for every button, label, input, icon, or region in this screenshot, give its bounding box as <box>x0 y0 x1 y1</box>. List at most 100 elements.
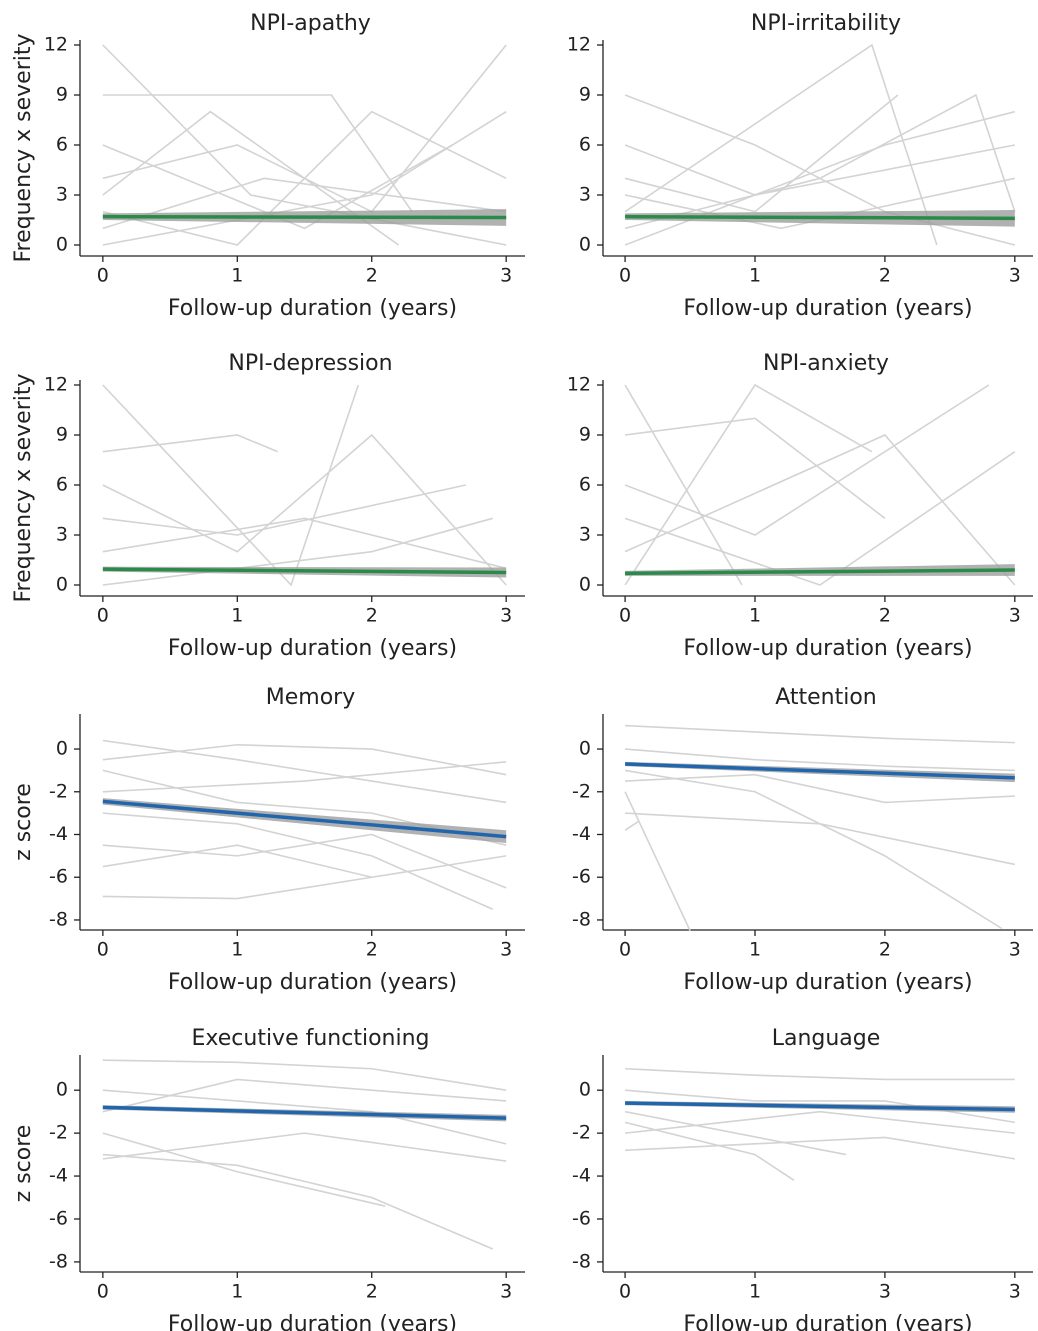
trend-line <box>625 214 1015 221</box>
trend-line <box>625 762 1015 780</box>
x-tick-label: 0 <box>97 939 109 961</box>
y-tick-label: 0 <box>56 1079 68 1101</box>
trend-line <box>102 214 507 220</box>
x-tick-label: 2 <box>879 605 891 627</box>
individual-line <box>625 748 1015 772</box>
y-tick-label: -8 <box>572 1250 591 1272</box>
x-tick-label: 3 <box>500 939 512 961</box>
y-axis-label: z score <box>11 783 36 861</box>
individual-line <box>625 1067 1015 1081</box>
individual-line <box>625 1089 1015 1124</box>
x-tick-label: 0 <box>97 1281 109 1303</box>
individual-line <box>625 1136 1015 1160</box>
x-axis-label: Follow-up duration (years) <box>168 970 457 995</box>
y-tick-label: 0 <box>579 574 591 596</box>
individual-line <box>102 833 507 889</box>
individual-line <box>625 812 1015 866</box>
trend-line <box>625 568 1015 576</box>
x-tick-label: 2 <box>366 605 378 627</box>
individual-line <box>624 434 1016 586</box>
y-tick-label: 6 <box>56 474 68 496</box>
panel-title: Attention <box>775 685 877 710</box>
individual-line <box>624 791 691 931</box>
x-axis-label: Follow-up duration (years) <box>168 296 457 321</box>
individual-line <box>102 44 507 213</box>
y-tick-label: 9 <box>579 84 591 106</box>
y-tick-label: 9 <box>56 84 68 106</box>
y-tick-label: -4 <box>572 823 591 845</box>
individual-line <box>624 384 990 536</box>
individual-line <box>102 743 507 776</box>
x-tick-label: 3 <box>500 265 512 287</box>
individual-line <box>625 724 1015 744</box>
x-tick-label: 3 <box>1009 1281 1021 1303</box>
y-tick-label: 0 <box>579 1079 591 1101</box>
individual-line <box>102 517 507 570</box>
individual-line <box>102 812 494 911</box>
individual-line <box>102 761 507 793</box>
trend-line <box>102 1105 507 1120</box>
x-tick-label: 1 <box>231 1281 243 1303</box>
individual-line <box>624 94 899 213</box>
individual-line <box>102 1078 507 1113</box>
panel-title: Language <box>772 1026 881 1051</box>
y-axis-label: z score <box>11 1125 36 1203</box>
y-tick-label: -4 <box>572 1165 591 1187</box>
x-axis-label: Follow-up duration (years) <box>683 636 972 661</box>
y-tick-label: -6 <box>49 1207 68 1229</box>
individual-line <box>625 773 1015 804</box>
x-tick-label: 3 <box>500 1281 512 1303</box>
x-axis-label: Follow-up duration (years) <box>683 296 972 321</box>
x-tick-label: 0 <box>619 605 631 627</box>
y-tick-label: 6 <box>56 134 68 156</box>
trend-line <box>625 1101 1015 1112</box>
x-tick-label: 2 <box>879 265 891 287</box>
x-axis-label: Follow-up duration (years) <box>168 1312 457 1331</box>
x-tick-label: 1 <box>231 265 243 287</box>
panel-title: NPI-depression <box>228 351 392 376</box>
y-tick-label: 12 <box>44 34 68 56</box>
y-tick-label: 9 <box>579 424 591 446</box>
y-tick-label: 0 <box>56 574 68 596</box>
individual-line <box>102 1132 386 1207</box>
x-tick-label: 0 <box>97 605 109 627</box>
y-tick-label: -2 <box>49 1122 68 1144</box>
x-tick-label: 1 <box>231 605 243 627</box>
x-axis-label: Follow-up duration (years) <box>683 970 972 995</box>
y-tick-label: 3 <box>579 524 591 546</box>
x-tick-label: 0 <box>619 1281 631 1303</box>
individual-line <box>624 110 1016 246</box>
x-tick-label: 0 <box>97 265 109 287</box>
individual-line <box>102 1059 507 1091</box>
individual-line <box>102 1153 494 1250</box>
y-tick-label: -2 <box>572 1122 591 1144</box>
x-tick-label: 3 <box>1009 605 1021 627</box>
x-tick-label: 3 <box>1009 265 1021 287</box>
x-axis-label: Follow-up duration (years) <box>168 636 457 661</box>
x-tick-label: 2 <box>366 1281 378 1303</box>
x-tick-label: 1 <box>749 605 761 627</box>
individual-line <box>102 434 278 453</box>
panel-title: NPI-apathy <box>250 11 371 36</box>
x-tick-label: 2 <box>366 939 378 961</box>
y-tick-label: 12 <box>44 374 68 396</box>
panel-title: NPI-irritability <box>751 11 901 36</box>
x-tick-label: 1 <box>749 1281 761 1303</box>
y-tick-label: 12 <box>567 34 591 56</box>
x-tick-label: 1 <box>231 939 243 961</box>
y-tick-label: -8 <box>49 1250 68 1272</box>
individual-line <box>102 384 360 587</box>
y-tick-label: 0 <box>579 738 591 760</box>
x-tick-label: 1 <box>749 939 761 961</box>
y-tick-label: -8 <box>49 908 68 930</box>
individual-line <box>102 44 507 246</box>
individual-line <box>102 177 507 230</box>
y-tick-label: -6 <box>572 1207 591 1229</box>
y-tick-label: -6 <box>49 866 68 888</box>
individual-line <box>102 94 413 213</box>
trend-line <box>102 799 507 839</box>
x-tick-label: 2 <box>366 265 378 287</box>
x-tick-label: 0 <box>619 939 631 961</box>
individual-line <box>624 451 1016 586</box>
